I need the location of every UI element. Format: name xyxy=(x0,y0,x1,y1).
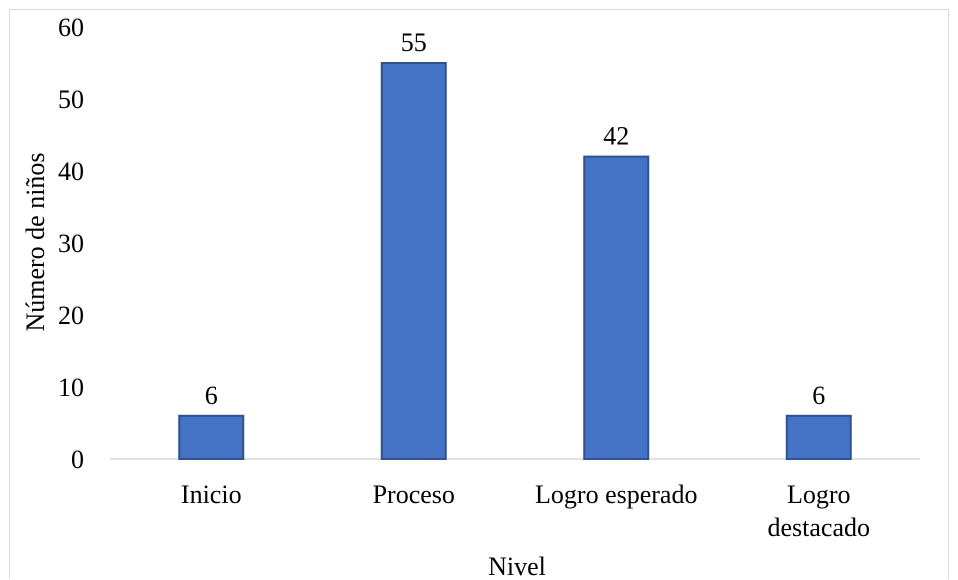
data-label: 6 xyxy=(812,381,825,410)
x-tick-label: Logro esperado xyxy=(535,480,697,509)
y-tick-label: 50 xyxy=(58,85,84,114)
y-tick-label: 30 xyxy=(58,229,84,258)
category-labels: Inicio Proceso Logro esperado Logro destacad… xyxy=(181,480,870,542)
y-tick-label: 20 xyxy=(58,301,84,330)
bar xyxy=(178,414,245,460)
bar xyxy=(785,414,852,460)
y-axis-title: Número de niños xyxy=(21,152,50,331)
y-tick-label: 40 xyxy=(58,157,84,186)
bar xyxy=(380,62,447,460)
bar xyxy=(583,155,650,460)
x-tick-label: Logro destacado xyxy=(767,480,870,542)
bars xyxy=(178,62,852,460)
data-labels: 6 55 42 6 xyxy=(205,28,826,410)
y-axis-ticks: 0 10 20 30 40 50 60 xyxy=(58,13,84,474)
x-tick-label: Inicio xyxy=(181,480,242,509)
x-axis-title: Nivel xyxy=(488,552,546,580)
data-label: 55 xyxy=(401,28,427,57)
data-label: 42 xyxy=(603,122,629,151)
y-tick-label: 0 xyxy=(71,445,84,474)
y-tick-label: 10 xyxy=(58,373,84,402)
data-label: 6 xyxy=(205,381,218,410)
x-tick-label: Proceso xyxy=(373,480,455,509)
y-tick-label: 60 xyxy=(58,13,84,42)
chart-frame xyxy=(9,9,949,579)
